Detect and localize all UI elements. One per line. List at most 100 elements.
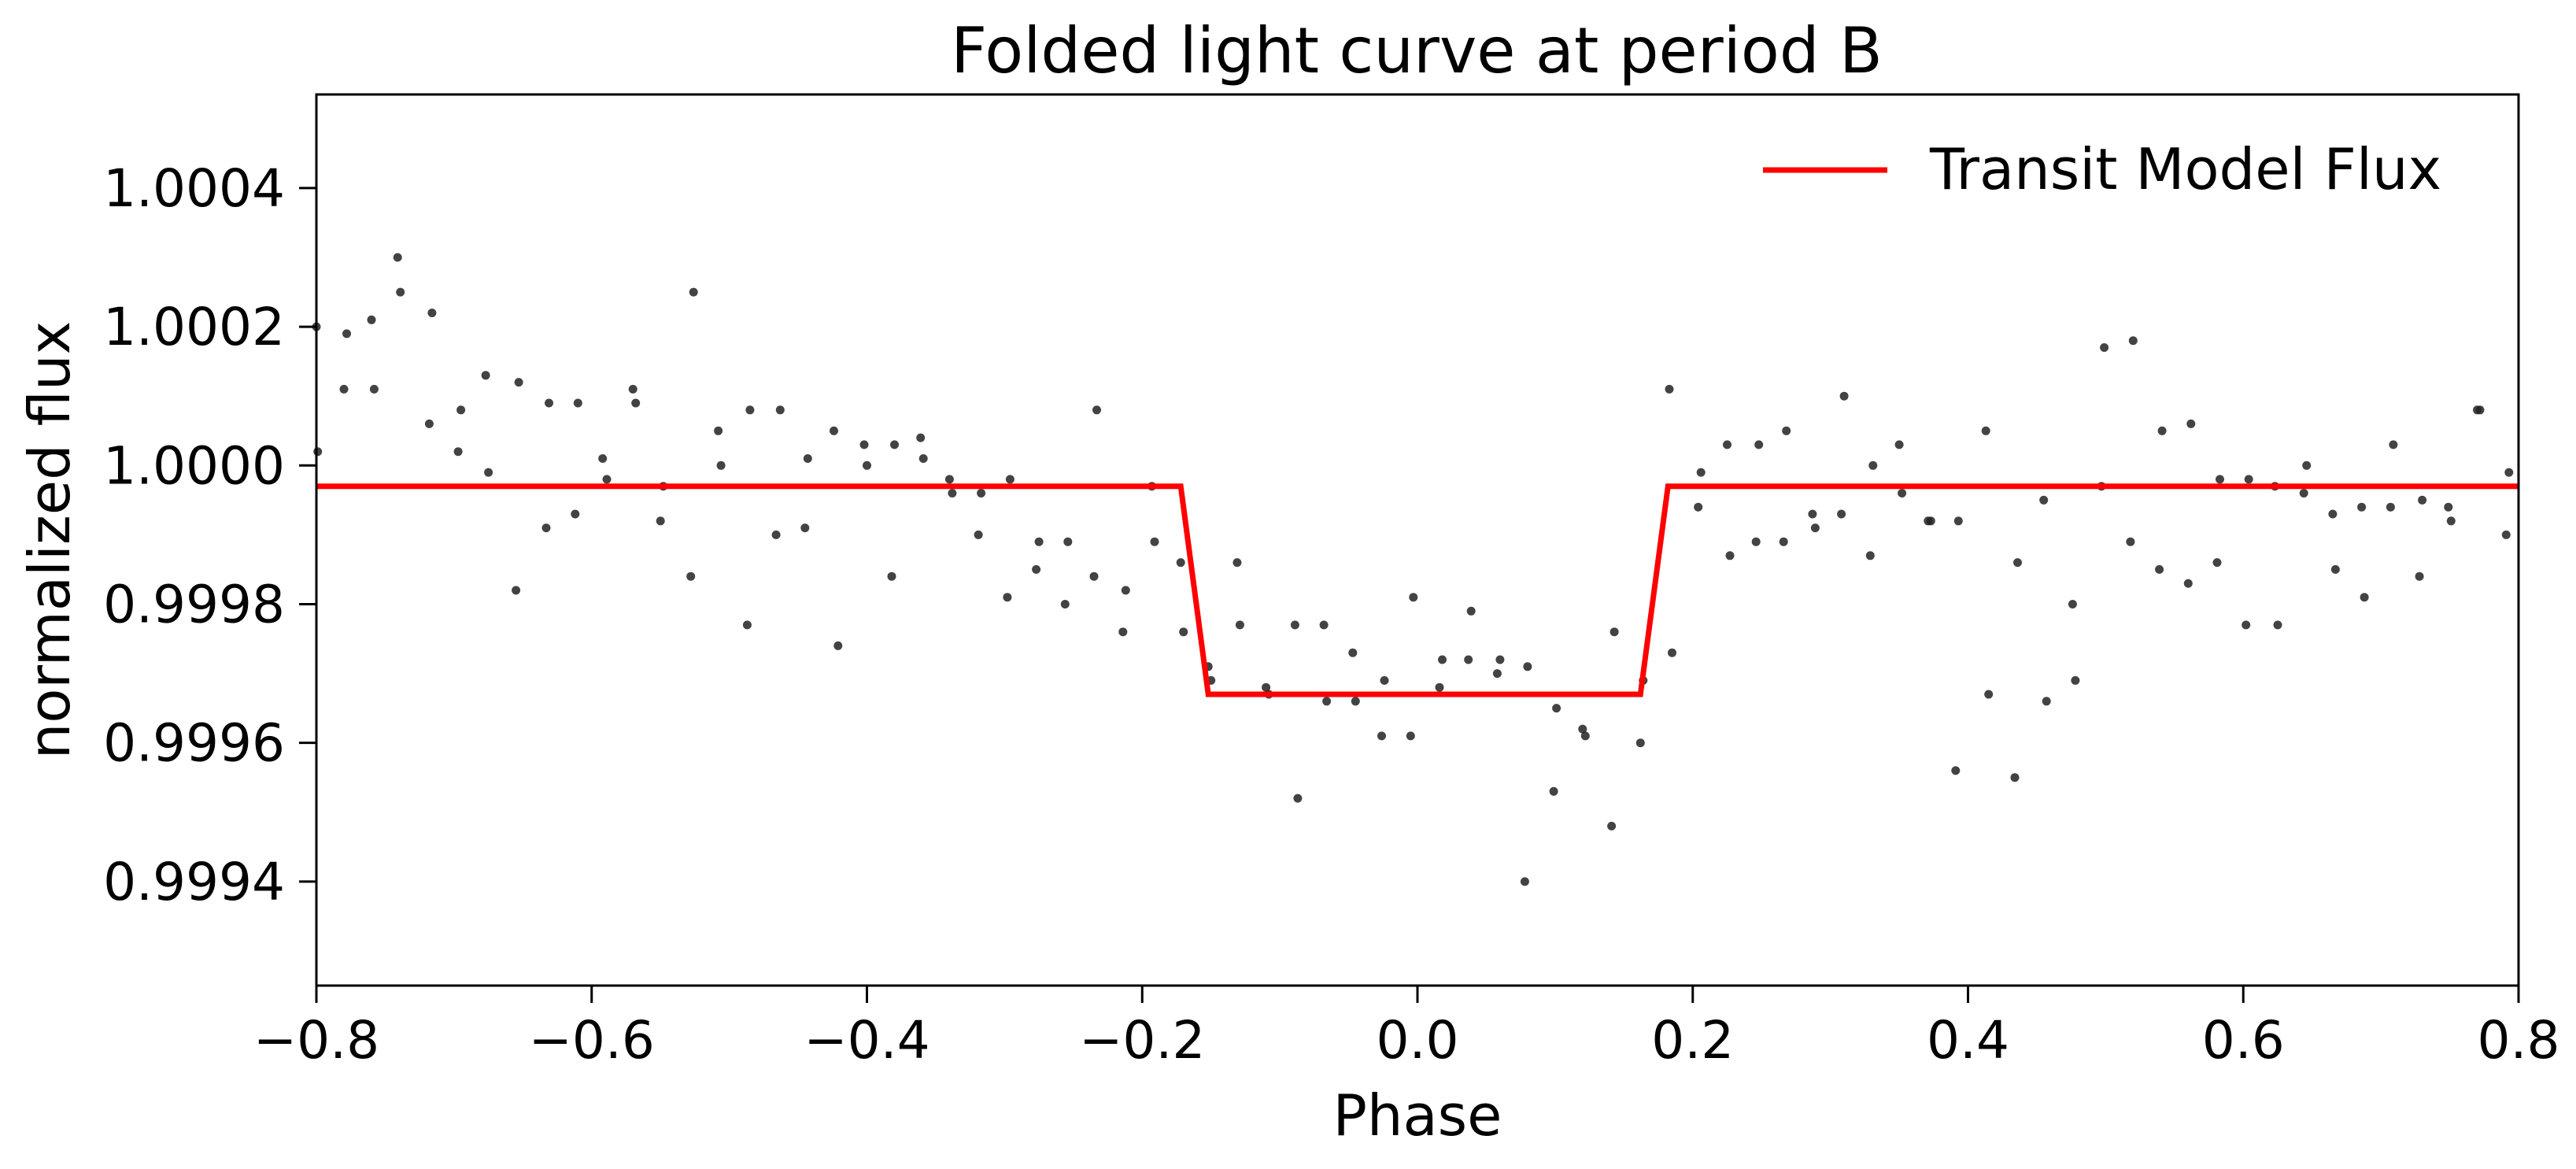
data-point <box>1034 537 1044 546</box>
data-point <box>833 641 843 650</box>
data-point <box>1810 523 1820 533</box>
data-point <box>686 572 696 581</box>
data-point <box>1406 731 1415 741</box>
data-point <box>1492 669 1502 679</box>
x-tick-label: −0.2 <box>1079 1010 1205 1071</box>
data-point <box>2183 579 2193 588</box>
data-point <box>1089 572 1099 581</box>
data-point <box>742 620 752 630</box>
data-point <box>1635 738 1645 748</box>
data-point <box>1779 537 1788 546</box>
data-point <box>1464 655 1473 664</box>
data-point <box>2242 620 2251 630</box>
data-point <box>393 253 402 262</box>
data-point <box>2068 600 2077 609</box>
data-point <box>1782 426 1791 435</box>
x-tick-label: 0.8 <box>2478 1010 2560 1071</box>
data-point <box>656 516 665 526</box>
data-point <box>1754 440 1764 449</box>
data-point <box>1549 786 1558 796</box>
data-point <box>2418 495 2427 505</box>
data-point <box>453 447 463 457</box>
x-tick-label: −0.8 <box>253 1010 379 1071</box>
data-point <box>2155 564 2164 574</box>
data-point <box>1351 697 1360 706</box>
data-point <box>424 419 434 428</box>
data-point <box>1839 391 1849 401</box>
data-point <box>545 398 553 408</box>
data-point <box>1610 627 1619 637</box>
data-point <box>1578 724 1587 734</box>
data-point <box>602 475 612 484</box>
data-point <box>1665 384 1674 394</box>
data-point <box>800 523 810 533</box>
data-point <box>2389 440 2398 449</box>
data-point <box>631 398 641 408</box>
plot-area-frame <box>315 93 2520 987</box>
chart-title: Folded light curve at period B <box>951 14 1883 87</box>
y-tick-label: 0.9998 <box>103 574 285 634</box>
data-point <box>977 489 986 498</box>
data-point <box>1981 426 1990 435</box>
data-point <box>1926 516 1935 526</box>
data-point <box>1409 593 1418 602</box>
data-point <box>2244 475 2253 484</box>
data-point <box>1290 620 1299 630</box>
x-tick-label: 0.6 <box>2202 1010 2285 1071</box>
data-point <box>313 447 323 457</box>
data-point <box>2501 530 2511 539</box>
data-point <box>2071 675 2080 685</box>
data-point <box>2357 502 2367 512</box>
data-point <box>1118 627 1128 637</box>
data-point <box>484 468 493 477</box>
x-tick-label: 0.4 <box>1927 1010 2009 1071</box>
data-point <box>2475 405 2485 415</box>
data-point <box>1865 551 1875 560</box>
data-point <box>1377 731 1386 741</box>
y-tick-label: 0.9996 <box>103 713 285 774</box>
data-point <box>1607 821 1617 831</box>
data-point <box>1552 704 1561 713</box>
legend-label: Transit Model Flux <box>1929 136 2441 202</box>
y-tick-label: 1.0002 <box>103 297 285 357</box>
data-point <box>1063 537 1073 546</box>
data-point <box>1005 475 1015 484</box>
data-point <box>887 572 896 581</box>
data-point <box>2302 461 2312 470</box>
data-point <box>1466 606 1476 616</box>
data-point <box>369 384 379 394</box>
data-point <box>1868 461 1878 470</box>
x-tick-label: −0.4 <box>804 1010 930 1071</box>
y-tick-label: 1.0000 <box>103 435 285 496</box>
data-point <box>803 454 812 463</box>
data-point <box>1092 405 1101 415</box>
axes: −0.8 −0.6 −0.4 −0.2 0.0 0.2 0.4 0.6 0.8 0.9994 0.9… <box>103 158 2559 1071</box>
x-axis-title: Phase <box>1333 1082 1502 1149</box>
data-point <box>775 405 785 415</box>
data-point <box>1668 648 1676 657</box>
data-point <box>859 440 869 449</box>
data-point <box>1898 489 1907 498</box>
data-point <box>1984 690 1994 699</box>
data-point <box>1837 509 1846 519</box>
data-point <box>689 287 698 297</box>
data-point <box>2360 593 2369 602</box>
data-point <box>1751 537 1761 546</box>
y-tick-label: 0.9994 <box>103 852 285 912</box>
data-point <box>830 426 838 435</box>
data-point <box>2128 336 2138 346</box>
data-point <box>2039 495 2049 505</box>
data-point <box>514 378 523 387</box>
data-point <box>342 329 351 338</box>
transit-model-line <box>316 483 2519 697</box>
data-point <box>1580 731 1590 741</box>
data-point <box>1121 586 1130 595</box>
data-point <box>745 405 755 415</box>
data-point <box>2446 516 2456 526</box>
data-point <box>2299 489 2308 498</box>
data-point <box>1694 502 1703 512</box>
data-point <box>974 530 983 539</box>
data-point <box>863 461 871 470</box>
data-point <box>481 371 490 380</box>
